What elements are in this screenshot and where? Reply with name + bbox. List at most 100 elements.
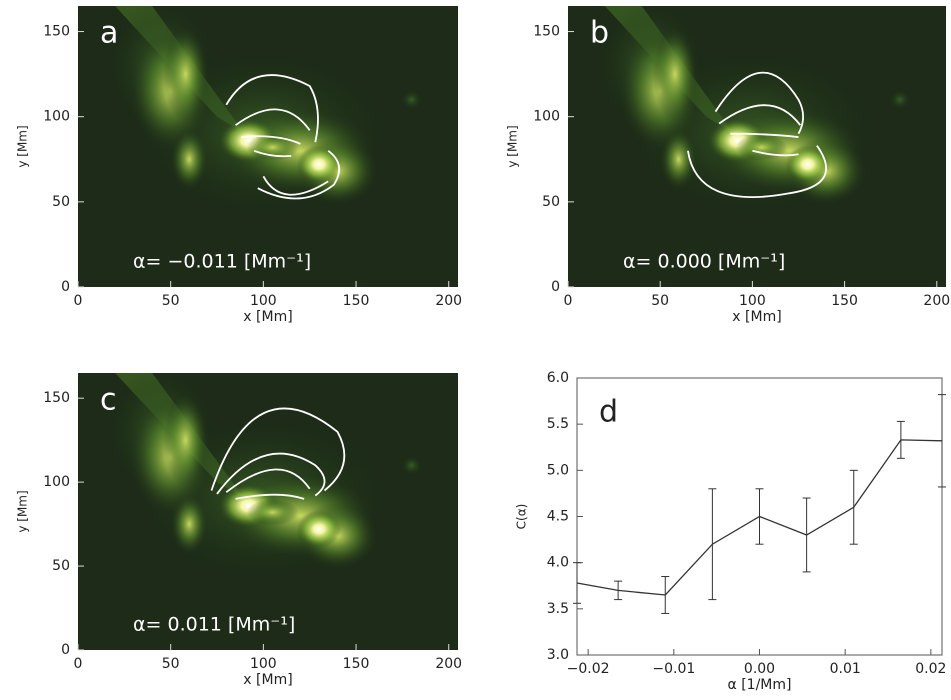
x-axis-label: x [Mm] [732,309,781,325]
y-tick-label: 50 [52,558,70,574]
y-tick-label: 4.0 [547,555,569,571]
y-tick-label: 100 [533,109,560,125]
x-tick-label: 100 [739,293,766,309]
x-tick-label: 50 [651,293,669,309]
field-line [718,104,802,126]
x-tick-label: 100 [250,656,277,672]
field-line [216,452,326,497]
y-axis-label: y [Mm] [506,125,520,167]
x-tick-label: 200 [435,293,462,309]
panel: a α= −0.011 [Mm⁻¹] 0 50 100 150 200 0 50 100 150 x … [16,6,462,325]
x-tick-label: 100 [250,293,277,309]
y-tick-label: 150 [43,24,70,40]
y-tick-label: 150 [533,24,560,40]
x-axis-label: x [Mm] [243,672,292,688]
x-tick-label: 150 [831,293,858,309]
y-tick-label: 5.0 [547,462,569,478]
field-line [730,132,799,138]
error-bar [802,497,811,573]
y-tick-label: 3.5 [547,601,569,617]
y-axis-label: y [Mm] [16,490,30,532]
y-axis-label: y [Mm] [16,125,30,167]
x-tick-label: 50 [162,656,180,672]
field-line [262,175,329,196]
x-tick-label: 0.02 [915,661,946,677]
panel: d −0.02 −0.01 0.00 0.01 0.02 3.0 3.5 4.0 4.5 5.0 5.… [515,370,947,693]
annotation: α= 0.011 [Mm⁻¹] [133,614,295,636]
error-bar [896,420,905,459]
y-tick-label: 0 [551,279,560,295]
image [105,373,423,583]
y-tick-label: 6.0 [547,370,569,386]
field-line [257,150,341,200]
y-tick-label: 0 [61,279,70,295]
panel: c α= 0.011 [Mm⁻¹] 0 50 100 150 200 0 50 100 150 x [… [16,373,462,688]
error-bar [614,580,623,601]
y-tick-label: 50 [542,194,560,210]
x-axis-label: α [1/Mm] [728,677,792,693]
emission [735,133,788,161]
x-tick-label: 0 [74,293,83,309]
emission [246,133,299,161]
emission [163,26,208,122]
x-tick-label: 200 [435,656,462,672]
x-tick-label: 0 [564,293,573,309]
emission [400,455,423,476]
error-bar [755,488,764,545]
emission [163,393,208,488]
y-axis-label: C(α) [515,504,529,530]
emission [888,89,911,110]
annotation: α= 0.000 [Mm⁻¹] [623,251,785,273]
error-bar [849,469,858,545]
field-line [253,149,292,158]
emission [246,498,299,526]
x-tick-label: 200 [923,293,950,309]
y-tick-label: 50 [52,194,70,210]
emission [400,89,423,110]
emission [660,128,698,190]
error-bar [573,562,581,604]
field-line [210,407,346,492]
error-bar [661,576,670,614]
x-tick-label: 50 [162,293,180,309]
field-line [752,149,799,157]
field-line [714,71,804,135]
field-line [241,135,301,145]
panel-label: c [100,383,117,418]
field-line [225,468,311,493]
panel-label: d [599,395,618,430]
y-tick-label: 3.0 [547,647,569,663]
field-line [687,145,827,198]
x-tick-label: 0 [74,656,83,672]
annotation: α= −0.011 [Mm⁻¹] [133,251,311,273]
x-tick-label: 150 [343,656,370,672]
y-tick-label: 150 [43,390,70,406]
x-tick-label: 150 [343,293,370,309]
field-line [235,108,311,131]
x-tick-label: −0.01 [652,661,695,677]
y-tick-label: 5.5 [547,416,569,432]
panel-label: a [100,16,118,51]
emission [296,510,342,548]
emission [170,128,208,190]
x-tick-label: −0.02 [567,661,610,677]
image [105,6,423,219]
y-tick-label: 0 [61,642,70,658]
field-line [235,493,305,500]
field-line [225,74,319,143]
panel-label: b [590,16,609,51]
y-tick-label: 4.5 [547,509,569,525]
x-tick-label: 0.01 [830,661,861,677]
panel: b α= 0.000 [Mm⁻¹] 0 50 100 150 200 0 50 100 150 x [… [506,6,950,325]
emission [652,26,698,122]
image [595,6,911,219]
x-axis-label: x [Mm] [243,309,292,325]
error-bar [708,488,717,601]
y-tick-label: 100 [43,474,70,490]
emission [170,493,208,555]
y-tick-label: 100 [43,109,70,125]
emission [296,145,342,184]
error-bar [938,394,946,488]
